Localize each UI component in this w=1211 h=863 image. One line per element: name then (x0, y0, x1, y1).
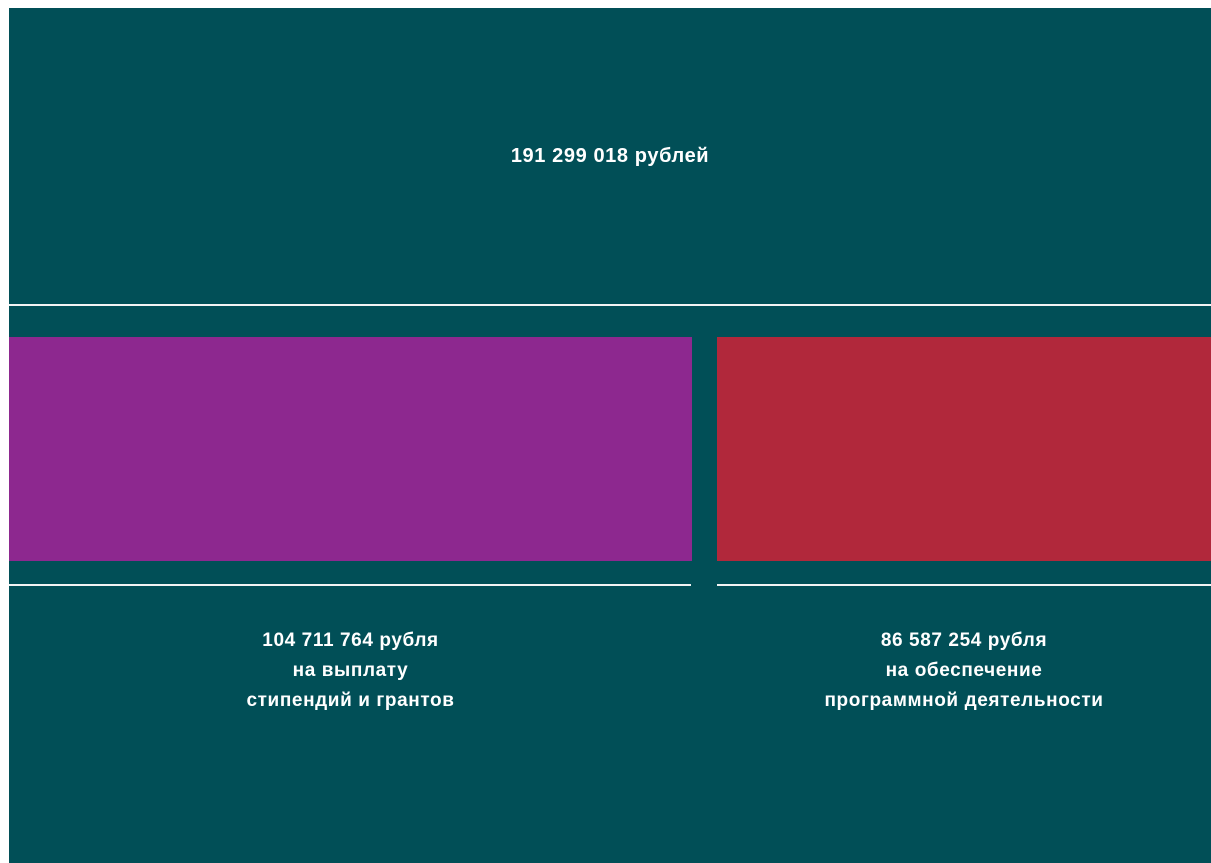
total-divider-line (9, 304, 1211, 306)
scholarships-caption-line-2: стипендий и грантов (246, 690, 455, 711)
scholarships-grants-label: 104 711 764 рубля на выплату стипендий и… (9, 626, 692, 716)
program-caption-line-1: на обеспечение (885, 660, 1043, 681)
scholarships-grants-bar (9, 337, 692, 561)
total-amount-label: 191 299 018 рублей (510, 144, 710, 167)
program-activities-bar (717, 337, 1211, 561)
program-activities-label: 86 587 254 рубля на обеспечение программ… (717, 626, 1211, 716)
chart-panel: 191 299 018 рублей 104 711 764 рубля на … (9, 8, 1211, 863)
scholarships-amount: 104 711 764 рубля (262, 630, 439, 651)
scholarships-divider-line (9, 584, 691, 586)
program-caption-line-2: программной деятельности (824, 690, 1104, 711)
program-divider-line (717, 584, 1211, 586)
program-amount: 86 587 254 рубля (880, 630, 1048, 651)
scholarships-caption-line-1: на выплату (292, 660, 409, 681)
